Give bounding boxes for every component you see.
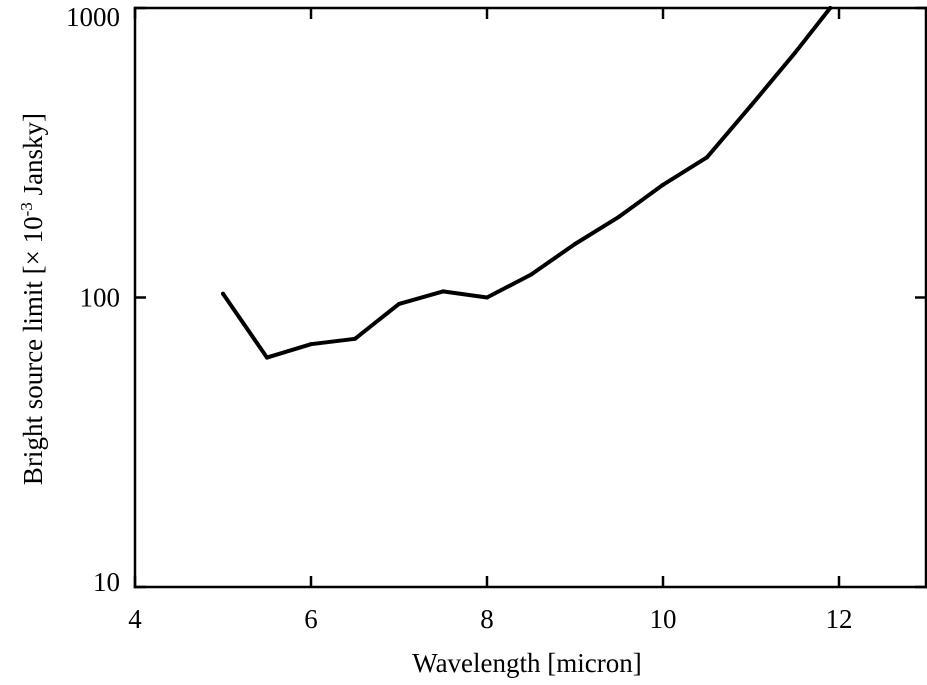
x-tick-label: 10 [650, 604, 677, 634]
y-axis-label-exponent: -3 [17, 202, 36, 216]
x-axis: 4 6 8 10 12 [128, 8, 853, 634]
data-point [793, 50, 797, 55]
data-point [265, 355, 269, 360]
data-point [441, 289, 445, 294]
plot-area [133, 6, 927, 589]
data-point [529, 272, 533, 277]
data-point [661, 182, 665, 187]
data-point [617, 214, 621, 219]
y-axis: 10 100 1000 [66, 2, 926, 597]
data-point [573, 242, 577, 247]
data-point [221, 291, 225, 296]
series-line [221, 6, 833, 360]
data-point [705, 155, 709, 160]
y-axis-label-main: Bright source limit [× 10 [18, 216, 48, 485]
y-tick-label: 1000 [66, 2, 120, 32]
x-tick-label: 12 [826, 604, 853, 634]
y-tick-label: 10 [93, 567, 120, 597]
data-point [485, 295, 489, 300]
data-point [353, 336, 357, 341]
data-point [749, 103, 753, 108]
series-layer [221, 6, 833, 360]
data-point [309, 342, 313, 347]
x-tick-label: 6 [304, 604, 318, 634]
x-tick-label: 4 [128, 604, 142, 634]
y-axis-label: Bright source limit [× 10-3 Jansky] [17, 113, 48, 485]
x-tick-label: 8 [480, 604, 494, 634]
data-point [397, 301, 401, 306]
data-point [828, 6, 833, 10]
y-axis-label-unit: Jansky] [18, 113, 48, 202]
x-axis-label: Wavelength [micron] [412, 648, 642, 678]
y-tick-label: 100 [80, 283, 121, 313]
